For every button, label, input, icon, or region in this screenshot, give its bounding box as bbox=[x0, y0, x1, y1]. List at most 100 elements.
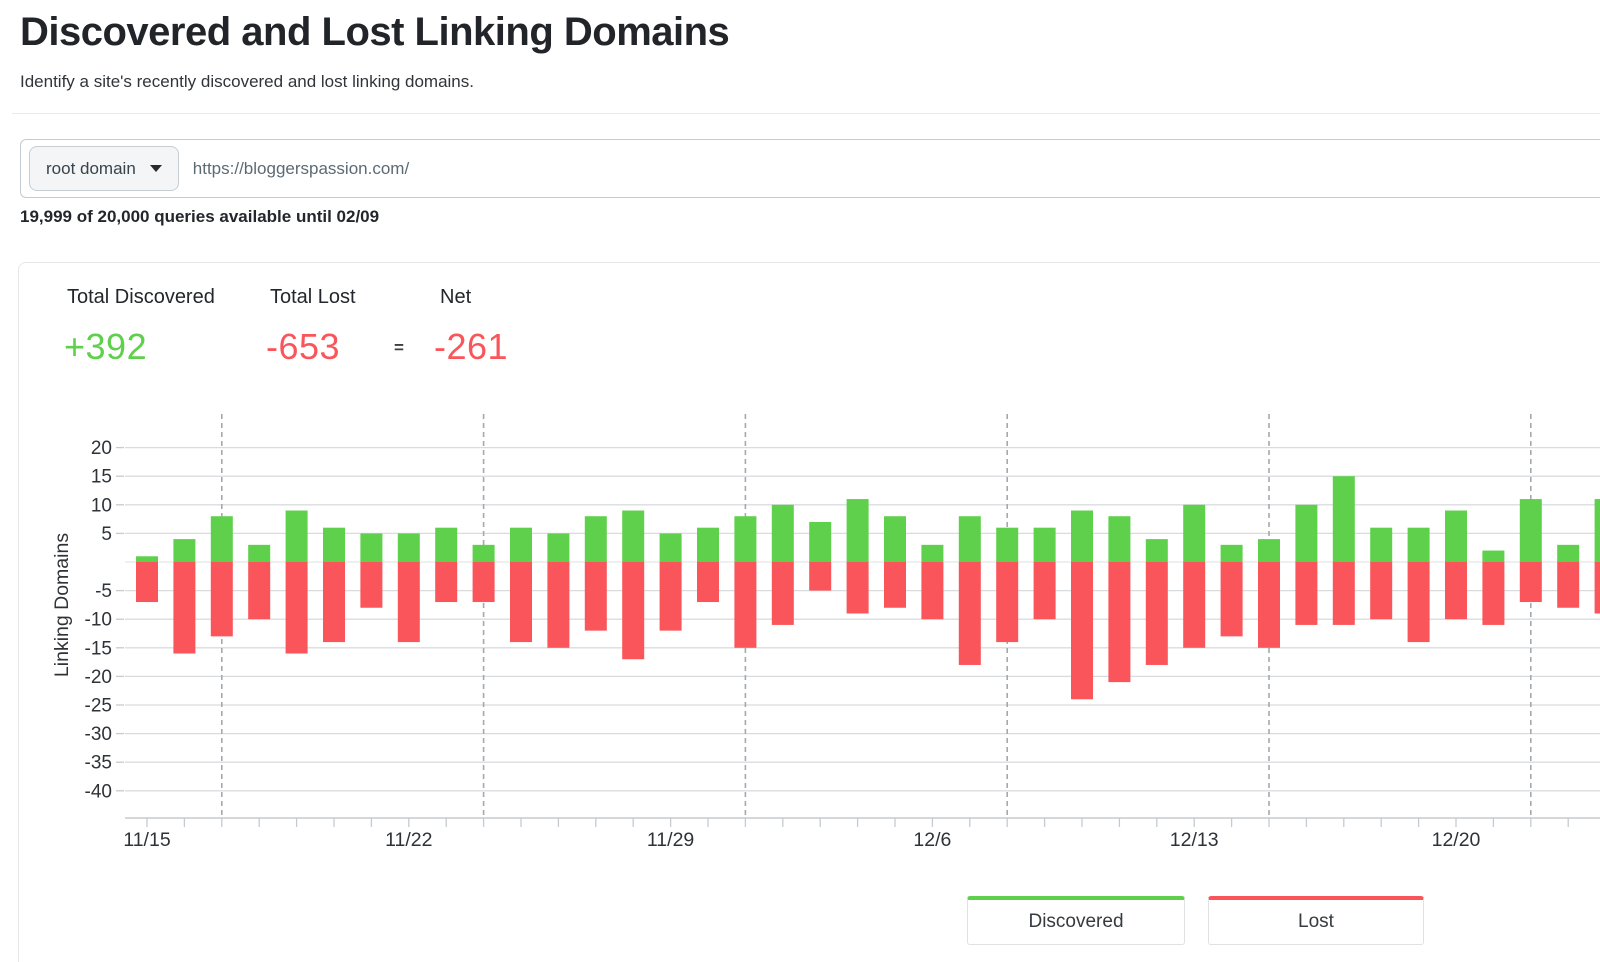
bar-lost[interactable] bbox=[1407, 562, 1430, 643]
equals-sign: = bbox=[394, 338, 404, 357]
bar-discovered[interactable] bbox=[173, 539, 196, 562]
bar-lost[interactable] bbox=[510, 562, 532, 643]
bar-discovered[interactable] bbox=[1033, 527, 1056, 562]
net-label: Net bbox=[440, 286, 472, 308]
scope-dropdown[interactable]: root domain bbox=[29, 146, 179, 191]
y-tick-label: 5 bbox=[101, 524, 112, 545]
bar-discovered[interactable] bbox=[1183, 504, 1206, 562]
bar-discovered[interactable] bbox=[360, 533, 383, 562]
legend-discovered-label: Discovered bbox=[1028, 911, 1124, 932]
bar-lost[interactable] bbox=[1557, 562, 1580, 608]
bar-lost[interactable] bbox=[734, 562, 757, 648]
bar-lost[interactable] bbox=[1370, 562, 1393, 620]
bar-discovered[interactable] bbox=[1407, 527, 1430, 562]
legend-lost-label: Lost bbox=[1298, 911, 1334, 932]
bar-lost[interactable] bbox=[1332, 562, 1355, 625]
bar-lost[interactable] bbox=[1295, 562, 1318, 625]
x-tick-label: 12/20 bbox=[1432, 829, 1481, 851]
bar-lost[interactable] bbox=[1445, 562, 1467, 620]
url-input[interactable] bbox=[178, 158, 1600, 179]
bar-discovered[interactable] bbox=[921, 544, 944, 562]
bar-discovered[interactable] bbox=[846, 499, 869, 562]
y-tick-label: 15 bbox=[91, 467, 112, 488]
bar-lost[interactable] bbox=[323, 562, 345, 643]
x-tick-label: 11/29 bbox=[647, 829, 694, 851]
bar-discovered[interactable] bbox=[1594, 499, 1600, 562]
bar-discovered[interactable] bbox=[584, 516, 607, 562]
bar-lost[interactable] bbox=[884, 562, 906, 608]
bar-discovered[interactable] bbox=[622, 510, 645, 562]
bar-lost[interactable] bbox=[846, 562, 869, 614]
bar-discovered[interactable] bbox=[285, 510, 308, 562]
bar-lost[interactable] bbox=[360, 562, 383, 608]
y-tick-label: -40 bbox=[85, 781, 112, 802]
bar-lost[interactable] bbox=[285, 562, 308, 654]
bar-lost[interactable] bbox=[1071, 562, 1093, 700]
bar-discovered[interactable] bbox=[1145, 539, 1168, 562]
bar-discovered[interactable] bbox=[1295, 504, 1318, 562]
bar-lost[interactable] bbox=[958, 562, 981, 665]
bar-lost[interactable] bbox=[1183, 562, 1206, 648]
bar-discovered[interactable] bbox=[435, 527, 458, 562]
bar-discovered[interactable] bbox=[1258, 539, 1280, 562]
bar-lost[interactable] bbox=[1145, 562, 1168, 665]
bar-lost[interactable] bbox=[1108, 562, 1131, 683]
bar-discovered[interactable] bbox=[697, 527, 719, 562]
bar-lost[interactable] bbox=[1482, 562, 1505, 625]
chevron-down-icon bbox=[149, 165, 162, 172]
bar-lost[interactable] bbox=[622, 562, 645, 660]
legend-lost-button[interactable]: Lost bbox=[1208, 896, 1424, 945]
y-tick-label: 20 bbox=[91, 438, 112, 459]
bar-discovered[interactable] bbox=[996, 527, 1019, 562]
page-title: Discovered and Lost Linking Domains bbox=[20, 10, 730, 54]
y-tick-label: -30 bbox=[85, 724, 112, 745]
bar-discovered[interactable] bbox=[1332, 476, 1355, 562]
bar-lost[interactable] bbox=[547, 562, 570, 648]
bar-lost[interactable] bbox=[697, 562, 719, 603]
bar-discovered[interactable] bbox=[884, 516, 906, 562]
bar-discovered[interactable] bbox=[1557, 544, 1580, 562]
bar-lost[interactable] bbox=[136, 562, 158, 603]
bar-discovered[interactable] bbox=[397, 533, 420, 562]
bar-discovered[interactable] bbox=[809, 521, 832, 562]
bar-lost[interactable] bbox=[173, 562, 196, 654]
bar-lost[interactable] bbox=[248, 562, 271, 620]
bar-discovered[interactable] bbox=[323, 527, 345, 562]
legend-discovered-button[interactable]: Discovered bbox=[967, 896, 1185, 945]
linking-domains-chart: 20 15 10 5 -5 -10 -15 -20 -25 -30 -35 -40 11/15 11/22… bbox=[0, 400, 1600, 865]
bar-lost[interactable] bbox=[1258, 562, 1280, 648]
bar-discovered[interactable] bbox=[510, 527, 532, 562]
bar-lost[interactable] bbox=[659, 562, 682, 631]
bar-lost[interactable] bbox=[1519, 562, 1542, 603]
bar-discovered[interactable] bbox=[771, 504, 794, 562]
bar-discovered[interactable] bbox=[547, 533, 570, 562]
bar-discovered[interactable] bbox=[1220, 544, 1243, 562]
bar-lost[interactable] bbox=[1033, 562, 1056, 620]
bar-lost[interactable] bbox=[921, 562, 944, 620]
bar-discovered[interactable] bbox=[136, 556, 158, 562]
bar-discovered[interactable] bbox=[1370, 527, 1393, 562]
y-tick-label: -20 bbox=[85, 667, 112, 688]
bar-lost[interactable] bbox=[397, 562, 420, 643]
bar-discovered[interactable] bbox=[1482, 550, 1505, 562]
bar-lost[interactable] bbox=[771, 562, 794, 625]
bar-discovered[interactable] bbox=[958, 516, 981, 562]
bar-lost[interactable] bbox=[472, 562, 495, 603]
bar-discovered[interactable] bbox=[1445, 510, 1467, 562]
bar-lost[interactable] bbox=[996, 562, 1019, 643]
bar-discovered[interactable] bbox=[1519, 499, 1542, 562]
bar-lost[interactable] bbox=[1220, 562, 1243, 637]
bar-discovered[interactable] bbox=[248, 544, 271, 562]
bar-discovered[interactable] bbox=[734, 516, 757, 562]
bar-discovered[interactable] bbox=[210, 516, 233, 562]
bar-discovered[interactable] bbox=[659, 533, 682, 562]
bar-lost[interactable] bbox=[809, 562, 832, 591]
bar-lost[interactable] bbox=[435, 562, 458, 603]
bar-lost[interactable] bbox=[210, 562, 233, 637]
bar-discovered[interactable] bbox=[1071, 510, 1093, 562]
bar-discovered[interactable] bbox=[1108, 516, 1131, 562]
bar-lost[interactable] bbox=[584, 562, 607, 631]
bar-discovered[interactable] bbox=[472, 544, 495, 562]
bar-lost[interactable] bbox=[1594, 562, 1600, 614]
